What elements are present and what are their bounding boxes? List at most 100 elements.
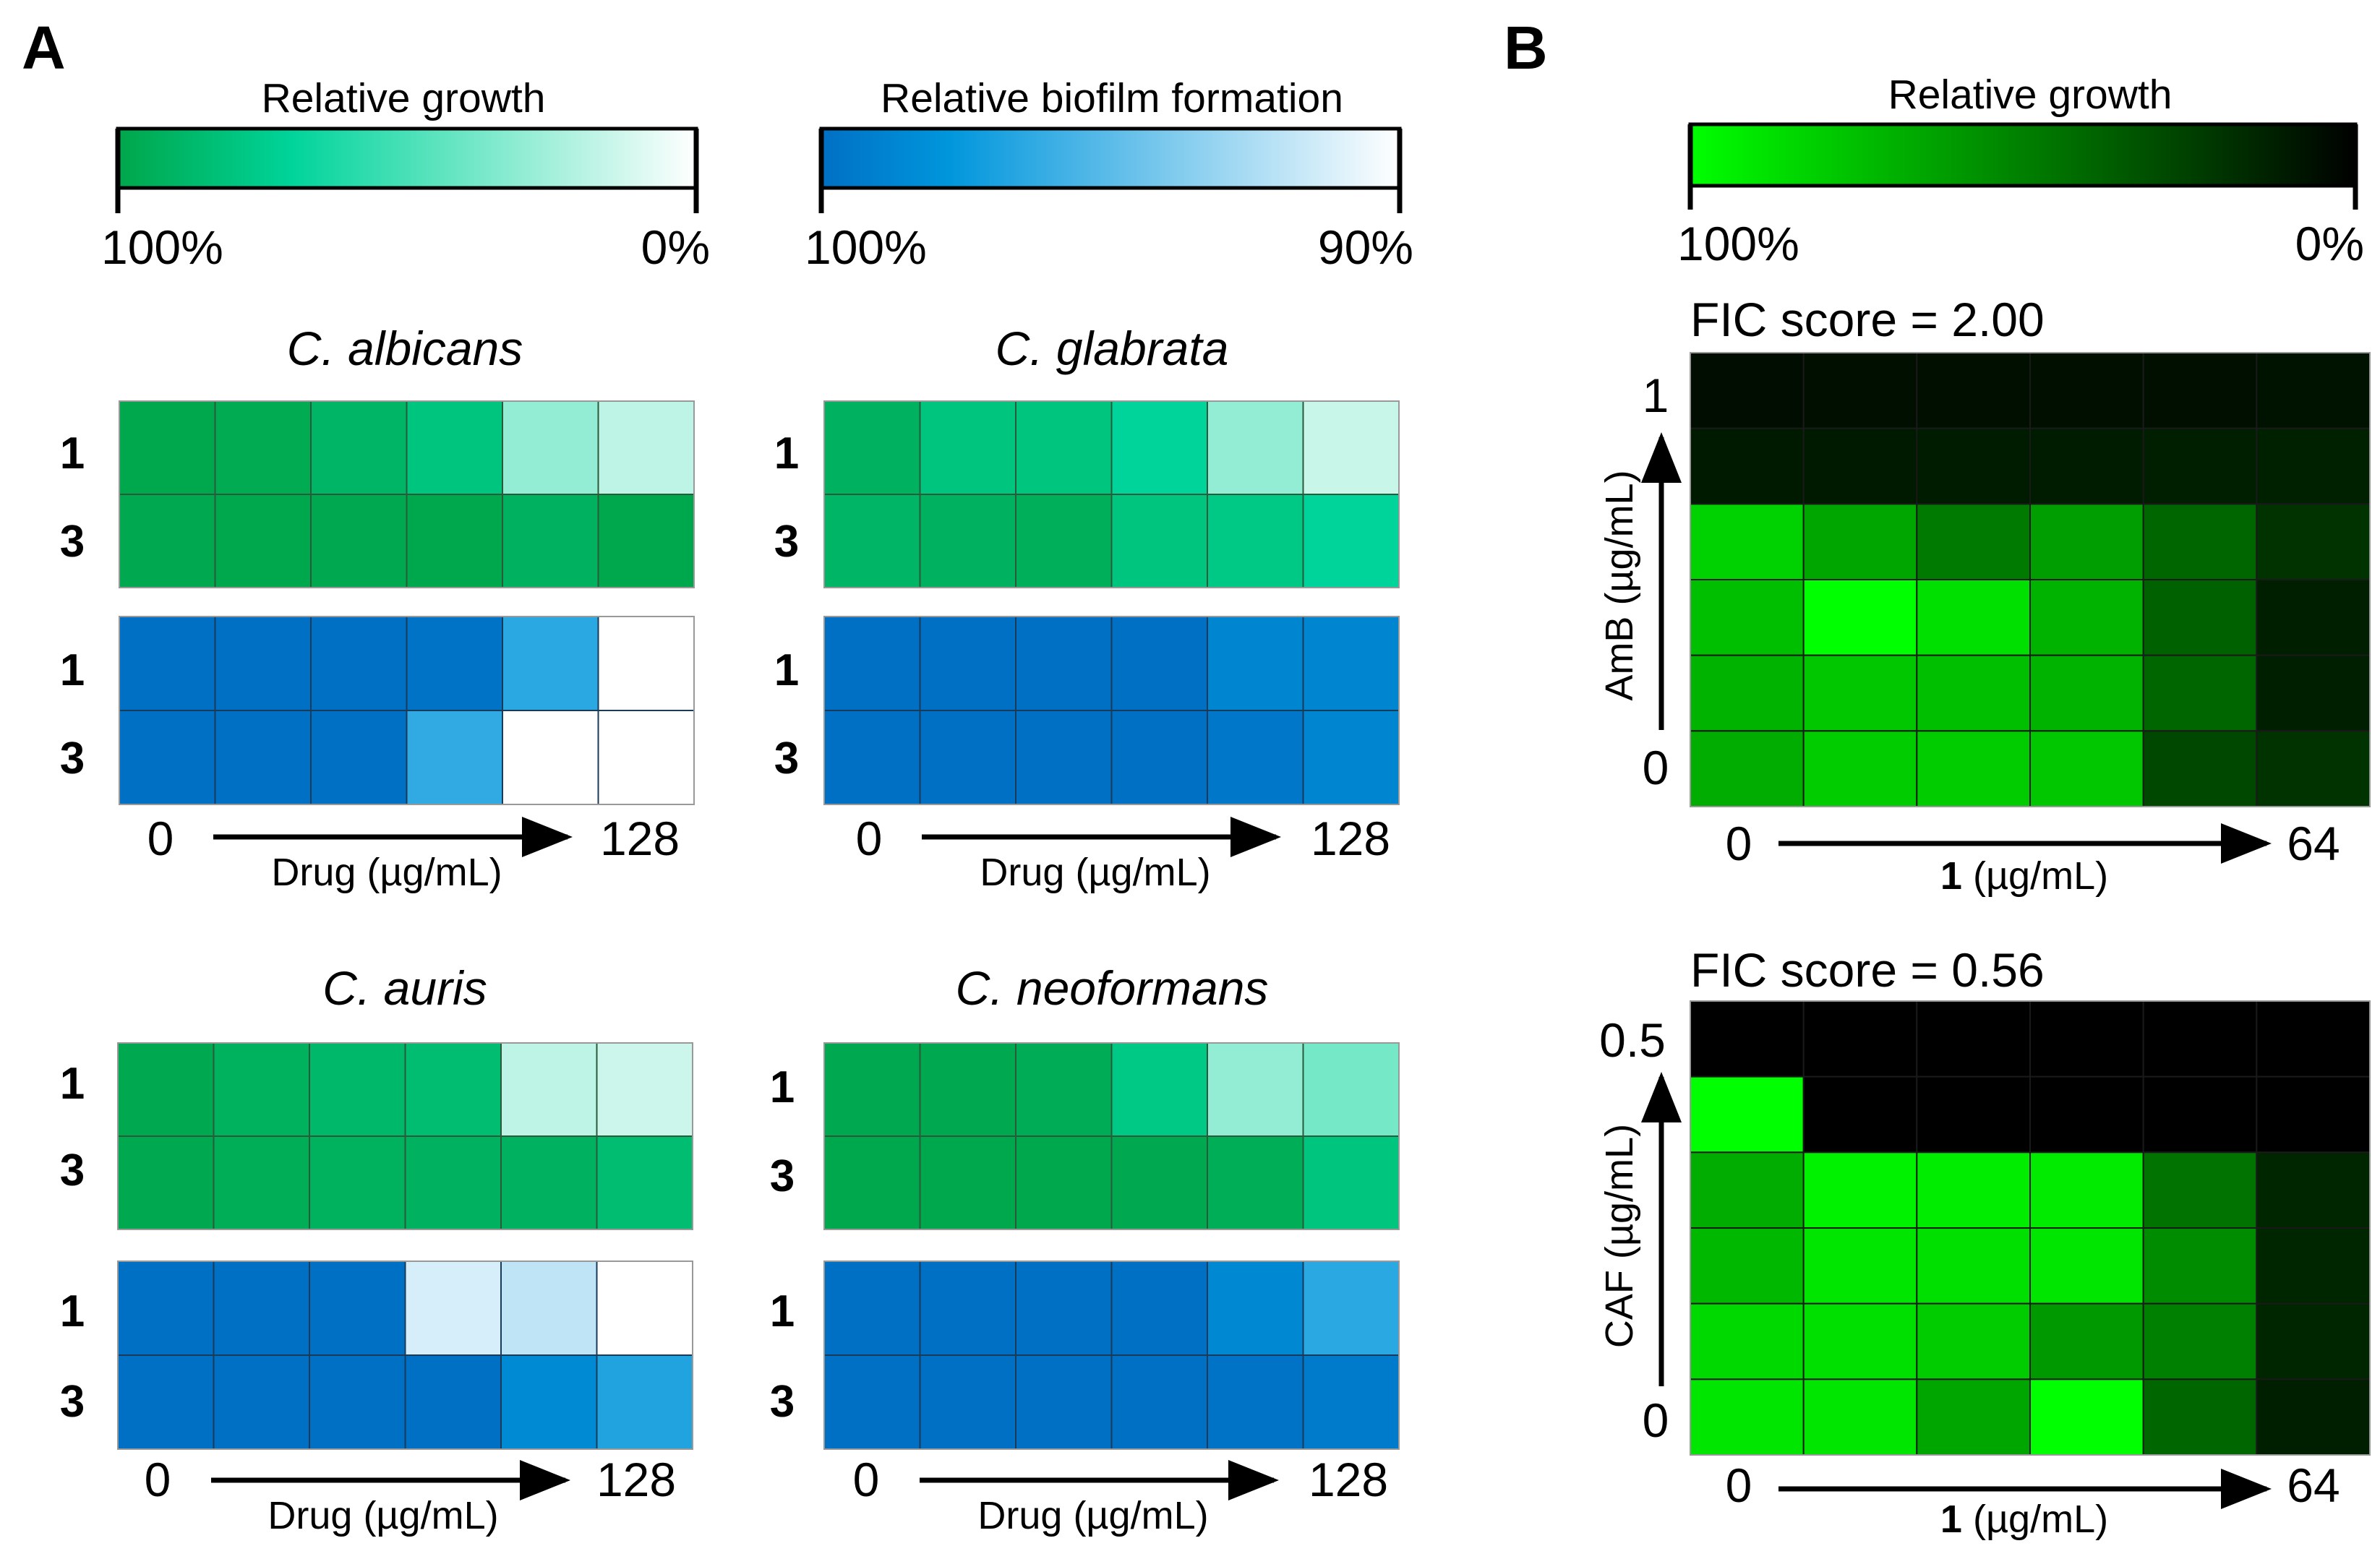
- x-axis-title: Drug (µg/mL): [980, 851, 1210, 894]
- heatmap-cell: [2029, 1151, 2144, 1229]
- colorbar: [1688, 122, 2358, 188]
- heatmap-cell: [406, 400, 503, 495]
- heatmap-cell: [1690, 503, 1805, 580]
- heatmap-cell: [1302, 1042, 1400, 1137]
- heatmap-cell: [1916, 1227, 2031, 1305]
- row-label: 1: [770, 1287, 795, 1336]
- row-label: 1: [770, 1062, 795, 1112]
- heatmap-cell: [1916, 579, 2031, 656]
- y-axis-title: AmB (µg/mL): [1598, 470, 1641, 700]
- legend-max-label: 90%: [1318, 220, 1413, 274]
- legend-title: Relative growth: [262, 75, 546, 121]
- species-title: C. albicans: [287, 322, 523, 375]
- heatmap-cell: [823, 1260, 921, 1356]
- legend-min-label: 100%: [1677, 217, 1799, 270]
- heatmap-cell: [2256, 427, 2371, 505]
- legend-growth-a: Relative growth 100% 0%: [101, 75, 710, 274]
- heatmap-cell: [1690, 1227, 1805, 1305]
- x-axis-title: Drug (µg/mL): [977, 1494, 1208, 1537]
- heatmap-cell: [823, 494, 921, 588]
- heatmap-cell: [1802, 730, 1918, 807]
- heatmap-cell: [2142, 1151, 2258, 1229]
- x-axis-title: 1 (µg/mL): [1940, 1498, 2108, 1541]
- heatmap-cell: [2029, 503, 2144, 580]
- heatmap-cell: [597, 616, 695, 711]
- heatmap-cell: [502, 494, 599, 588]
- heatmap-cell: [117, 1042, 215, 1137]
- heatmap-cell: [1302, 710, 1400, 805]
- heatmap-cell: [823, 710, 921, 805]
- heatmap-frame: [1690, 352, 2371, 807]
- panel-label-a: A: [22, 14, 66, 82]
- row-label: 1: [774, 645, 799, 695]
- row-label: 3: [60, 517, 85, 567]
- heatmap-cell: [1802, 579, 1918, 656]
- heatmap-cell: [310, 494, 408, 588]
- growth-heatmap: [117, 1042, 693, 1230]
- heatmap-frame: [823, 1042, 1400, 1230]
- heatmap-cell: [1916, 1151, 2031, 1229]
- heatmap-cell: [2142, 1227, 2258, 1305]
- heatmap-cell: [406, 494, 503, 588]
- x-start-label: 0: [1726, 1459, 1752, 1512]
- row-label: 1: [774, 429, 799, 478]
- heatmap-cell: [1302, 1354, 1400, 1450]
- heatmap-cell: [1015, 494, 1113, 588]
- heatmap-cell: [1015, 710, 1113, 805]
- colorbar: [116, 126, 698, 190]
- heatmap-cell: [1015, 1354, 1113, 1450]
- heatmap-cell: [1916, 427, 2031, 505]
- heatmap-cell: [2029, 352, 2144, 429]
- heatmap-cell: [213, 1042, 310, 1137]
- heatmap-cell: [500, 1354, 598, 1450]
- heatmap-cell: [1690, 579, 1805, 656]
- y-bottom-label: 0: [1643, 741, 1669, 794]
- y-top-label: 1: [1643, 369, 1669, 422]
- x-start-label: 0: [853, 1453, 880, 1506]
- heatmap-cell: [919, 1042, 1016, 1137]
- heatmap-cell: [597, 710, 695, 805]
- heatmap-cell: [404, 1260, 502, 1356]
- heatmap-cell: [1110, 1260, 1208, 1356]
- heatmap-cell: [1110, 494, 1208, 588]
- row-label: 3: [774, 734, 799, 783]
- heatmap-cell: [2142, 1378, 2258, 1456]
- heatmap-frame: [117, 1042, 693, 1230]
- legend-title: Relative growth: [1888, 72, 2173, 118]
- heatmap-cell: [1690, 1000, 1805, 1078]
- heatmap-cell: [823, 616, 921, 711]
- heatmap-cell: [404, 1135, 502, 1230]
- panel-label-b: B: [1504, 14, 1548, 82]
- biofilm-heatmap: [119, 616, 695, 805]
- heatmap-cell: [117, 1260, 215, 1356]
- x-axis-compound: 1: [1940, 854, 1962, 898]
- heatmap-cell: [596, 1354, 693, 1450]
- heatmap-cell: [214, 710, 312, 805]
- species-block-c-auris: C. auris 1 3 1 3 0 128 Drug (µg/mL): [60, 961, 693, 1537]
- heatmap-cell: [119, 494, 216, 588]
- heatmap-cell: [1802, 427, 1918, 505]
- x-end-label: 64: [2287, 1459, 2340, 1512]
- species-block-c-albicans: C. albicans 1 3 1 3 0 128 Drug (µg/mL): [60, 322, 695, 894]
- row-label: 3: [60, 1146, 85, 1195]
- heatmap-cell: [596, 1135, 693, 1230]
- heatmap-cell: [2029, 1227, 2144, 1305]
- legend-growth-b: Relative growth 100% 0%: [1677, 72, 2364, 270]
- heatmap-cell: [2029, 1302, 2144, 1380]
- heatmap-cell: [2142, 1302, 2258, 1380]
- heatmap-cell: [823, 1354, 921, 1450]
- heatmap-cell: [1015, 616, 1113, 711]
- heatmap-cell: [1802, 1075, 1918, 1154]
- heatmap-cell: [1207, 616, 1304, 711]
- heatmap-cell: [1802, 1000, 1918, 1078]
- heatmap-cell: [1110, 710, 1208, 805]
- heatmap-cell: [1916, 654, 2031, 732]
- heatmap-cell: [1916, 1000, 2031, 1078]
- heatmap-cell: [919, 1354, 1016, 1450]
- heatmap-cell: [1802, 503, 1918, 580]
- heatmap-cell: [213, 1135, 310, 1230]
- heatmap-cell: [214, 616, 312, 711]
- heatmap-cell: [406, 616, 503, 711]
- legend-biofilm: Relative biofilm formation 100% 90%: [805, 75, 1413, 274]
- biofilm-heatmap: [823, 616, 1400, 805]
